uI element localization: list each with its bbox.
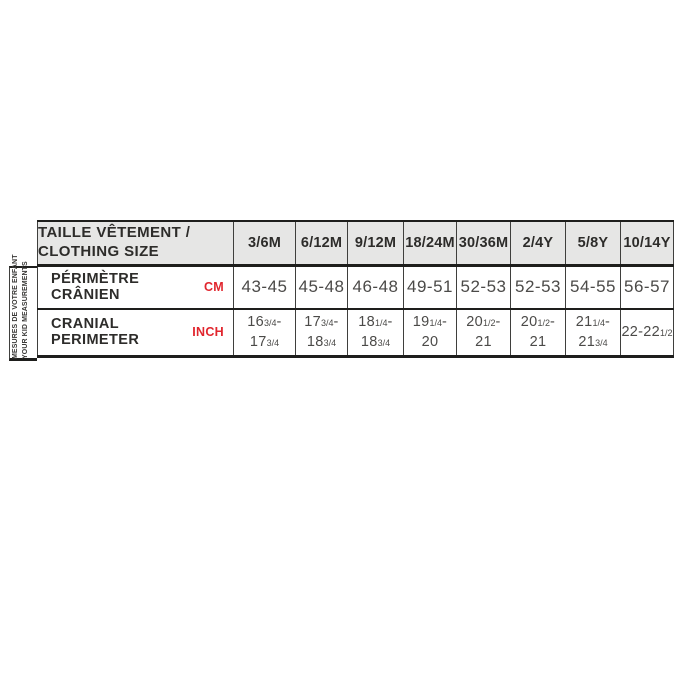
cm-value-cell: 46-48 <box>347 265 404 310</box>
inch-value-cell: 201/2- 21 <box>456 309 511 358</box>
cm-value-cell: 56-57 <box>620 265 674 310</box>
cm-value-cell: 52-53 <box>456 265 511 310</box>
inch-value-cell: 191/4- 20 <box>403 309 457 358</box>
inch-value-cell: 201/2- 21 <box>510 309 566 358</box>
size-chart-table: TAILLE VÊTEMENT / CLOTHING SIZE 3/6M 6/1… <box>37 220 674 358</box>
inch-value-cell: 211/4- 213/4 <box>565 309 621 358</box>
inch-value-cell: 163/4- 173/4 <box>233 309 296 358</box>
side-label-line-fr: MESURES DE VOTRE ENFANT <box>11 254 19 359</box>
inch-value-cell: 173/4- 183/4 <box>295 309 348 358</box>
cm-value-cell: 45-48 <box>295 265 348 310</box>
row-label-text: CRANIAL PERIMETER <box>51 316 140 349</box>
column-header-10-14y: 10/14Y <box>620 220 674 267</box>
inch-value-cell: 22-221/2 <box>620 309 674 358</box>
inch-value-cell: 181/4- 183/4 <box>347 309 404 358</box>
cm-value-cell: 43-45 <box>233 265 296 310</box>
unit-label-cm: CM <box>203 280 224 295</box>
header-label-line2: CLOTHING SIZE <box>38 242 160 260</box>
column-header-5-8y: 5/8Y <box>565 220 621 267</box>
column-header-30-36m: 30/36M <box>456 220 511 267</box>
unit-label-inch: INCH <box>192 325 224 340</box>
column-header-18-24m: 18/24M <box>403 220 457 267</box>
row-label-text: PÉRIMÈTRE CRÂNIEN <box>51 271 140 304</box>
cm-value-cell: 49-51 <box>403 265 457 310</box>
cm-value-cell: 54-55 <box>565 265 621 310</box>
clothing-size-header-cell: TAILLE VÊTEMENT / CLOTHING SIZE <box>37 220 234 267</box>
column-header-6-12m: 6/12M <box>295 220 348 267</box>
header-label-line1: TAILLE VÊTEMENT / <box>38 224 191 241</box>
column-header-3-6m: 3/6M <box>233 220 296 267</box>
cranial-perimeter-cm-row: PÉRIMÈTRE CRÂNIEN CM 43-45 45-48 46-48 4… <box>37 265 674 310</box>
measurements-side-label-box: MESURES DE VOTRE ENFANT YOUR KID MEASURE… <box>9 254 37 361</box>
row-label-perimetre-cranien: PÉRIMÈTRE CRÂNIEN CM <box>37 265 234 310</box>
row-label-cranial-perimeter: CRANIAL PERIMETER INCH <box>37 309 234 358</box>
header-row: TAILLE VÊTEMENT / CLOTHING SIZE 3/6M 6/1… <box>37 220 674 267</box>
cm-value-cell: 52-53 <box>510 265 566 310</box>
side-label-line-en: YOUR KID MEASUREMENTS <box>21 261 29 359</box>
cranial-perimeter-inch-row: CRANIAL PERIMETER INCH 163/4- 173/4 173/4… <box>37 309 674 358</box>
column-header-2-4y: 2/4Y <box>510 220 566 267</box>
measurements-side-label: MESURES DE VOTRE ENFANT YOUR KID MEASURE… <box>11 254 37 359</box>
column-header-9-12m: 9/12M <box>347 220 404 267</box>
